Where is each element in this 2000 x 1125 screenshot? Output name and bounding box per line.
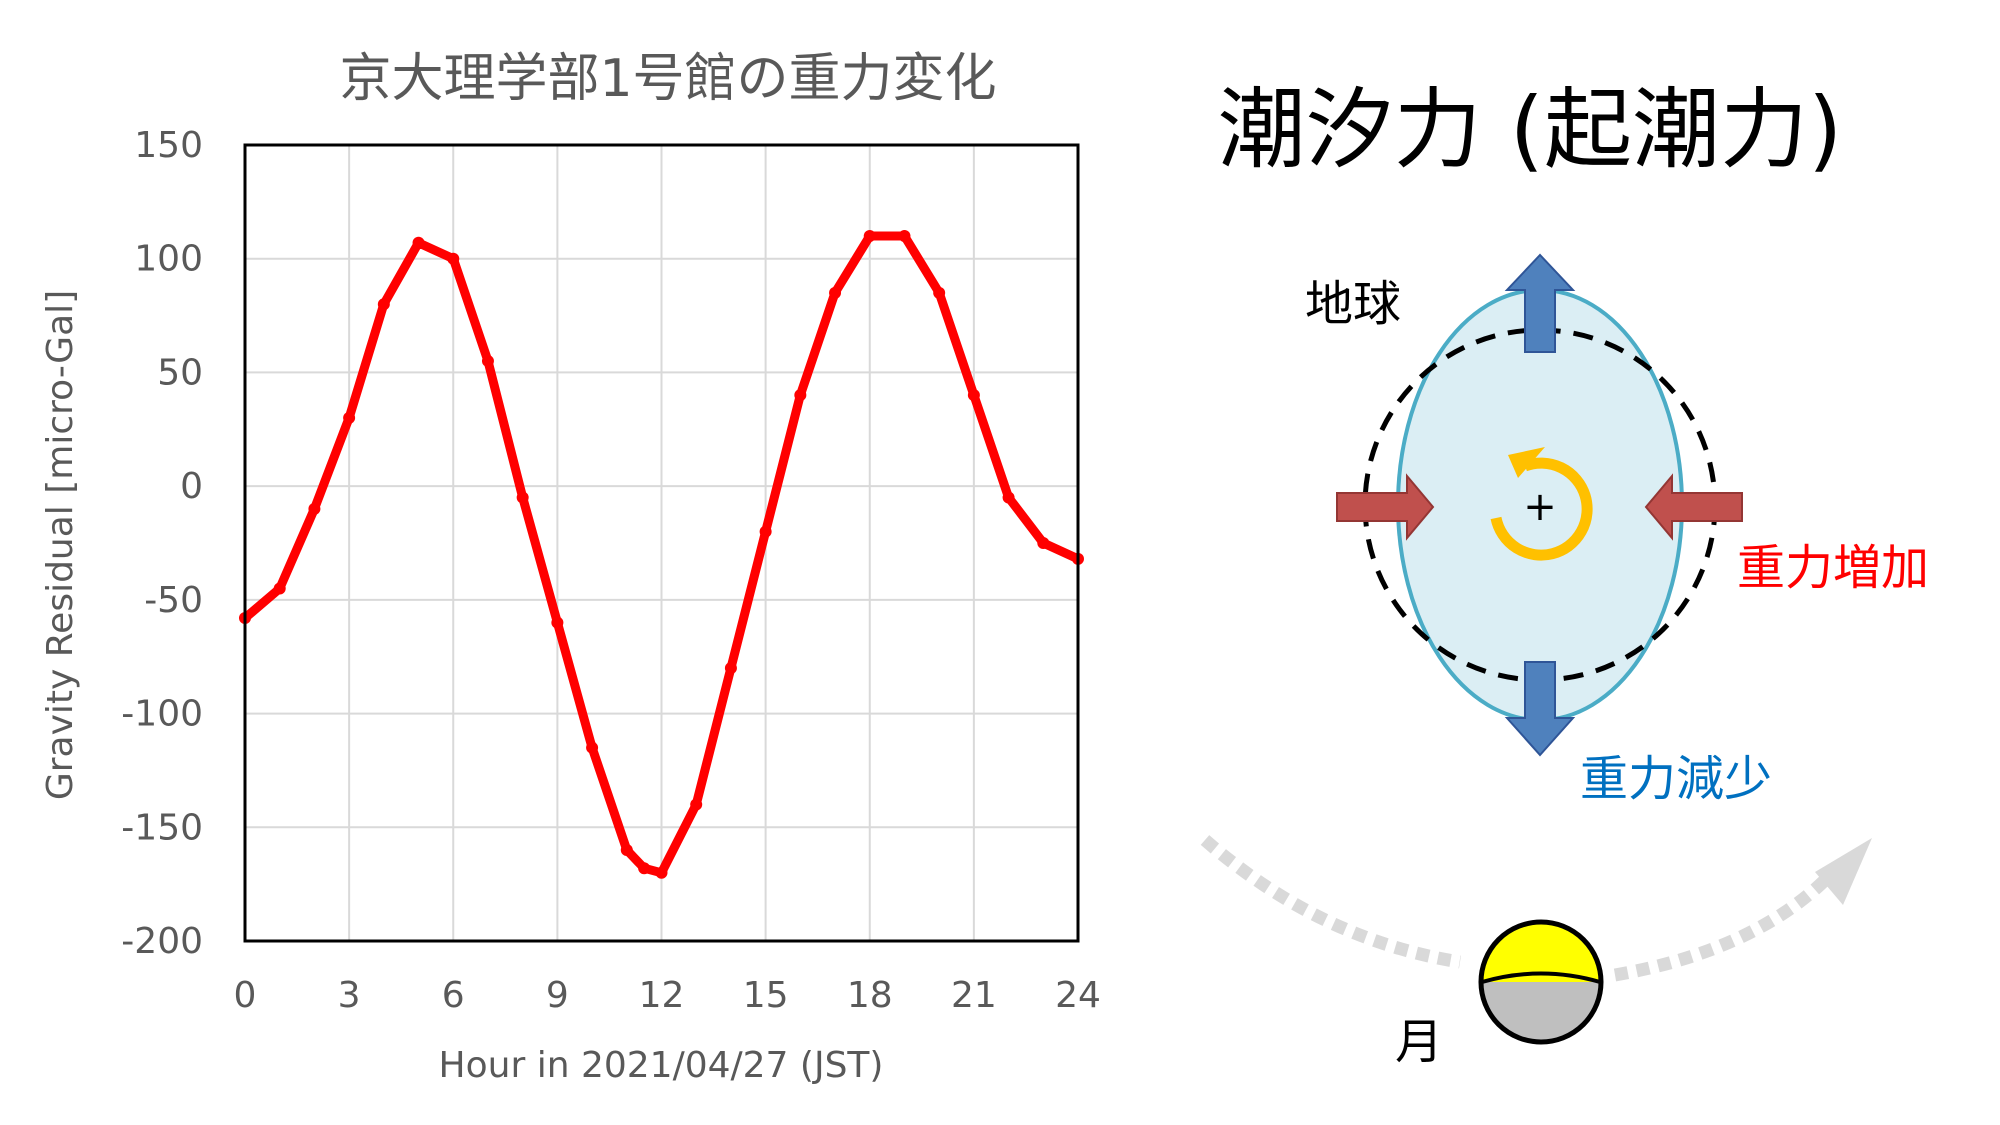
x-tick-labels: 0 3 6 9 12 15 18 21 24 [234, 975, 1101, 1016]
data-point [481, 355, 494, 368]
earth-label: 地球 [1305, 276, 1401, 332]
diagram-heading: 潮汐力 (起潮力) [1218, 78, 1843, 181]
chart-title: 京大理学部1号館の重力変化 [339, 49, 996, 109]
x-tick-label: 0 [234, 975, 257, 1016]
tidal-force-diagram: 潮汐力 (起潮力) 地球 + 重力増加 重力減少 [1200, 78, 1929, 1070]
x-tick-label: 3 [338, 975, 361, 1016]
plot-frame [243, 143, 1080, 943]
data-point [690, 798, 703, 811]
data-point [794, 389, 807, 402]
y-tick-label: 0 [180, 466, 203, 507]
x-tick-label: 9 [546, 975, 569, 1016]
y-tick-label: -100 [121, 694, 203, 735]
arrow-down-icon [1504, 661, 1576, 757]
rotation-arrow-icon [1490, 447, 1593, 561]
data-point [759, 525, 772, 538]
arrow-inward-left-icon [1336, 473, 1435, 541]
x-axis-label: Hour in 2021/04/27 (JST) [439, 1045, 884, 1086]
data-point [863, 229, 876, 242]
data-point [638, 862, 651, 875]
decrease-label: 重力減少 [1580, 751, 1772, 807]
series-line [240, 231, 1083, 878]
x-tick-label: 18 [847, 975, 893, 1016]
data-point [273, 582, 286, 595]
data-point [898, 229, 911, 242]
data-point [724, 662, 737, 675]
data-point [1002, 491, 1015, 504]
data-point [551, 616, 564, 629]
moon-label: 月 [1395, 1014, 1443, 1070]
grid [244, 144, 1079, 942]
orbit-path-left [1200, 835, 1462, 969]
data-point [447, 252, 460, 265]
x-tick-label: 21 [951, 975, 997, 1016]
y-axis-label: Gravity Residual [micro-Gal] [40, 290, 81, 800]
data-point [377, 298, 390, 311]
data-point [343, 411, 356, 424]
data-point [308, 502, 321, 515]
arrow-up-icon [1504, 253, 1576, 353]
data-point [655, 866, 668, 879]
data-series [239, 229, 1084, 879]
y-tick-label: -200 [121, 921, 203, 962]
data-point [412, 236, 425, 249]
data-point [516, 491, 529, 504]
y-tick-label: 150 [134, 125, 203, 166]
x-tick-label: 24 [1055, 975, 1101, 1016]
orbit-arrowhead-icon [1815, 838, 1872, 905]
data-point [620, 844, 633, 857]
orbit-path-right [1613, 865, 1840, 982]
x-tick-label: 6 [442, 975, 465, 1016]
moon-icon [1478, 919, 1604, 1045]
data-point [1037, 537, 1050, 549]
y-tick-label: 50 [157, 352, 203, 393]
center-mark: + [1523, 484, 1557, 530]
increase-label: 重力増加 [1737, 540, 1929, 596]
x-tick-label: 15 [743, 975, 789, 1016]
y-tick-label: 100 [134, 239, 203, 280]
y-tick-labels: 150 100 50 0 -50 -100 -150 -200 [121, 125, 203, 962]
y-tick-label: -150 [121, 807, 203, 848]
y-tick-label: -50 [144, 580, 203, 621]
data-point [933, 286, 946, 299]
data-point [586, 741, 599, 754]
arrow-inward-right-icon [1644, 473, 1743, 541]
data-point [967, 389, 980, 402]
data-point [829, 286, 842, 299]
x-tick-label: 12 [639, 975, 685, 1016]
